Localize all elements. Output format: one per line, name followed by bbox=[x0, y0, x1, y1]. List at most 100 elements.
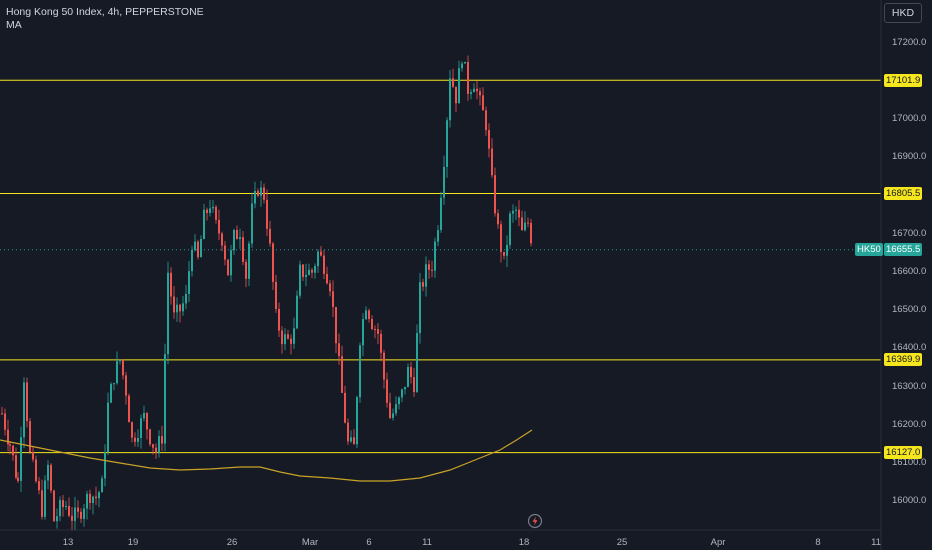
candle-body bbox=[161, 436, 163, 444]
time-tick: 25 bbox=[616, 537, 628, 548]
symbol-tag: HK50 bbox=[855, 243, 883, 256]
price-tick: 16200.0 bbox=[892, 418, 927, 430]
candle-body bbox=[56, 516, 58, 522]
time-tick: 19 bbox=[127, 537, 139, 548]
candle-body bbox=[212, 206, 214, 209]
candle-body bbox=[440, 197, 442, 231]
candle-body bbox=[44, 480, 46, 517]
candle-body bbox=[134, 437, 136, 442]
candle-body bbox=[398, 397, 400, 405]
candle-body bbox=[125, 375, 127, 396]
indicator-ma-label[interactable]: MA bbox=[6, 19, 22, 31]
price-tick: 16300.0 bbox=[892, 380, 927, 392]
candle-body bbox=[167, 272, 169, 355]
candle-body bbox=[71, 515, 73, 521]
candle-body bbox=[74, 507, 76, 521]
candle-body bbox=[362, 319, 364, 346]
candle-body bbox=[89, 493, 91, 503]
candle-body bbox=[308, 269, 310, 275]
candle-body bbox=[143, 413, 145, 419]
candle-body bbox=[434, 241, 436, 271]
candle-body bbox=[269, 228, 271, 244]
candle-body bbox=[191, 250, 193, 272]
candle-body bbox=[296, 295, 298, 329]
candle-body bbox=[59, 500, 61, 517]
candle-body bbox=[15, 455, 17, 478]
hline-price-label[interactable]: 16805.5 bbox=[884, 187, 923, 200]
candle-body bbox=[293, 328, 295, 344]
candle-body bbox=[122, 359, 124, 376]
candle-body bbox=[341, 356, 343, 393]
candle-body bbox=[425, 264, 427, 287]
candle-body bbox=[452, 78, 454, 87]
moving-average-line bbox=[0, 429, 533, 482]
candle-body bbox=[467, 61, 469, 94]
candle-body bbox=[80, 511, 82, 519]
candle-body bbox=[251, 203, 253, 244]
candle-body bbox=[254, 190, 256, 204]
candle-body bbox=[476, 88, 478, 92]
candle-body bbox=[12, 445, 14, 456]
symbol-title[interactable]: Hong Kong 50 Index, 4h, PEPPERSTONE bbox=[6, 6, 204, 18]
candle-body bbox=[239, 237, 241, 240]
candle-body bbox=[473, 88, 475, 93]
candle-body bbox=[233, 229, 235, 251]
lightning-icon[interactable] bbox=[527, 513, 543, 529]
candle-body bbox=[158, 436, 160, 453]
candle-body bbox=[338, 343, 340, 357]
candle-body bbox=[116, 361, 118, 384]
candle-body bbox=[356, 397, 358, 445]
price-tick: 16900.0 bbox=[892, 151, 927, 163]
candle-body bbox=[188, 271, 190, 294]
candle-body bbox=[413, 377, 415, 393]
horizontal-lines-layer[interactable] bbox=[0, 79, 881, 454]
last-price-label: 16655.5 bbox=[884, 243, 923, 256]
candle-body bbox=[38, 481, 40, 491]
candle-body bbox=[428, 264, 430, 270]
candle-body bbox=[203, 209, 205, 240]
candle-body bbox=[509, 213, 511, 245]
candle-body bbox=[314, 266, 316, 273]
candle-body bbox=[485, 110, 487, 131]
candle-body bbox=[77, 507, 79, 512]
hline-price-label[interactable]: 16127.0 bbox=[884, 446, 923, 459]
candle-body bbox=[65, 505, 67, 508]
candle-body bbox=[281, 330, 283, 345]
candle-body bbox=[290, 338, 292, 344]
candle-body bbox=[305, 274, 307, 277]
candle-body bbox=[458, 68, 460, 104]
candle-body bbox=[326, 273, 328, 284]
hline-price-label[interactable]: 16369.9 bbox=[884, 353, 923, 366]
time-tick: 11 bbox=[871, 537, 881, 548]
candle-body bbox=[374, 329, 376, 331]
candle-body bbox=[395, 404, 397, 414]
price-tick: 16100.0 bbox=[892, 457, 927, 468]
hline-price-label[interactable]: 17101.9 bbox=[884, 74, 923, 87]
currency-button[interactable]: HKD bbox=[884, 3, 922, 23]
price-tick: 17200.0 bbox=[892, 36, 927, 48]
price-tick: 16500.0 bbox=[892, 304, 927, 316]
candle-body bbox=[266, 199, 268, 229]
candle-body bbox=[194, 241, 196, 251]
candle-body bbox=[335, 306, 337, 344]
candle-body bbox=[317, 251, 319, 267]
candle-body bbox=[407, 367, 409, 387]
candle-body bbox=[449, 78, 451, 121]
candle-body bbox=[272, 243, 274, 282]
candle-body bbox=[26, 382, 28, 422]
price-tick: 16000.0 bbox=[892, 495, 927, 507]
candle-body bbox=[137, 438, 139, 442]
candle-body bbox=[302, 264, 304, 277]
time-tick: 8 bbox=[815, 537, 821, 548]
candle-body bbox=[206, 209, 208, 214]
time-tick: 18 bbox=[518, 537, 530, 548]
candle-body bbox=[248, 243, 250, 279]
candle-body bbox=[416, 333, 418, 393]
candle-body bbox=[242, 237, 244, 262]
candle-body bbox=[197, 241, 199, 258]
candle-body bbox=[323, 255, 325, 274]
candle-body bbox=[311, 269, 313, 273]
candle-body bbox=[185, 293, 187, 304]
